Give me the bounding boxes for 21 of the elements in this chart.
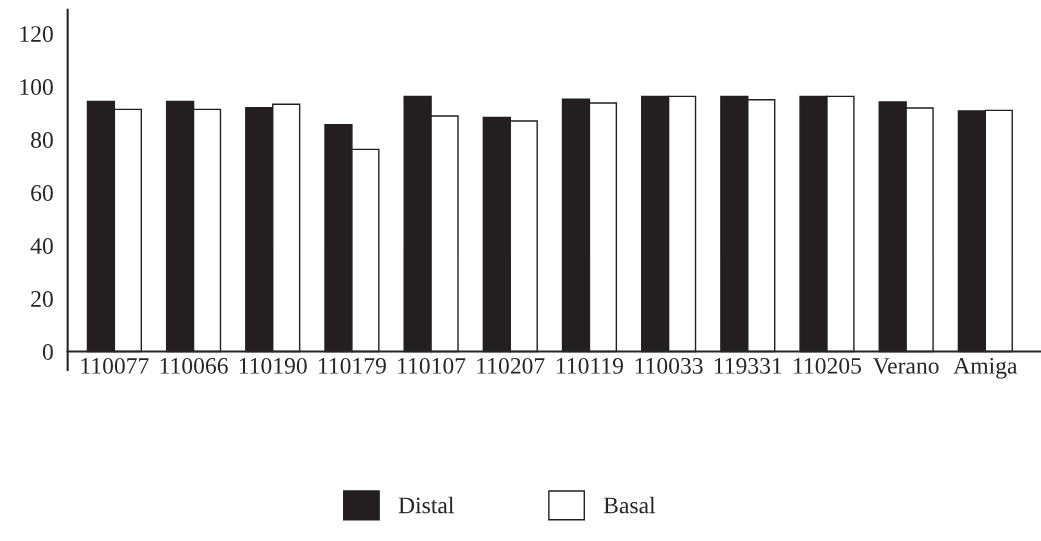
x-tick-label: Verano bbox=[872, 358, 939, 374]
x-tick-label: 110190 bbox=[239, 357, 307, 374]
y-tick-label: 120 bbox=[20, 26, 53, 43]
y-tick-label: 60 bbox=[31, 185, 53, 201]
x-tick-label: 110107 bbox=[398, 357, 466, 374]
x-tick-label: 110179 bbox=[319, 357, 386, 374]
x-tick-label: Amiga bbox=[953, 357, 1018, 379]
legend-label: Basal bbox=[603, 496, 656, 514]
y-tick-label: 80 bbox=[31, 132, 53, 148]
legend-label: Distal bbox=[398, 496, 454, 514]
x-tick-label: 110066 bbox=[160, 357, 228, 374]
y-tick-label: 40 bbox=[30, 238, 53, 254]
x-tick-label: 110033 bbox=[635, 357, 703, 374]
y-tick-label: 20 bbox=[31, 291, 53, 307]
x-tick-label: 110207 bbox=[477, 357, 545, 374]
x-tick-label: 119331 bbox=[714, 357, 782, 374]
y-tick-label: 100 bbox=[20, 79, 53, 95]
x-tick-label: 110119 bbox=[556, 357, 624, 374]
x-tick-label: 110077 bbox=[81, 357, 149, 374]
y-tick-label: 0 bbox=[42, 343, 53, 360]
x-tick-label: 110205 bbox=[794, 357, 862, 374]
